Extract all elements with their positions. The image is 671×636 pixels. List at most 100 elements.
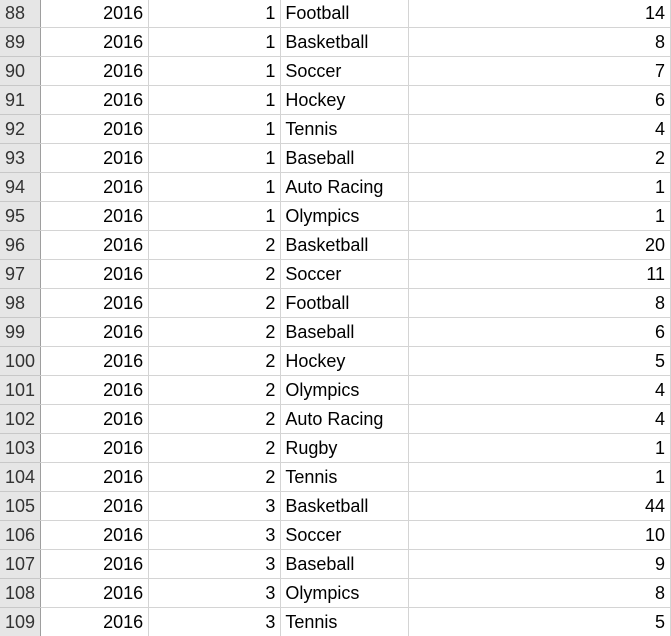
cell-rank[interactable]: 2 [148,346,282,376]
row-header[interactable]: 102 [0,404,42,434]
cell-sport[interactable]: Auto Racing [280,404,409,434]
cell-sport[interactable]: Baseball [280,317,409,347]
cell-count[interactable]: 11 [408,259,671,289]
cell-sport[interactable]: Tennis [280,607,409,636]
cell-sport[interactable]: Olympics [280,375,409,405]
cell-count[interactable]: 8 [408,578,671,608]
cell-count[interactable]: 5 [408,607,671,636]
cell-rank[interactable]: 1 [148,201,282,231]
row-header[interactable]: 103 [0,433,42,463]
row-header[interactable]: 109 [0,607,42,636]
cell-count[interactable]: 1 [408,462,671,492]
cell-rank[interactable]: 3 [148,578,282,608]
cell-year[interactable]: 2016 [40,578,150,608]
cell-rank[interactable]: 3 [148,491,282,521]
cell-sport[interactable]: Baseball [280,549,409,579]
cell-sport[interactable]: Hockey [280,346,409,376]
cell-year[interactable]: 2016 [40,201,150,231]
cell-rank[interactable]: 3 [148,520,282,550]
row-header[interactable]: 89 [0,27,42,57]
cell-year[interactable]: 2016 [40,549,150,579]
cell-rank[interactable]: 3 [148,607,282,636]
row-header[interactable]: 106 [0,520,42,550]
cell-rank[interactable]: 3 [148,549,282,579]
cell-year[interactable]: 2016 [40,317,150,347]
cell-count[interactable]: 4 [408,404,671,434]
cell-year[interactable]: 2016 [40,172,150,202]
cell-count[interactable]: 1 [408,433,671,463]
cell-count[interactable]: 10 [408,520,671,550]
cell-rank[interactable]: 2 [148,433,282,463]
cell-year[interactable]: 2016 [40,230,150,260]
cell-rank[interactable]: 1 [148,0,282,28]
row-header[interactable]: 97 [0,259,42,289]
cell-rank[interactable]: 2 [148,404,282,434]
cell-count[interactable]: 14 [408,0,671,28]
row-header[interactable]: 100 [0,346,42,376]
cell-year[interactable]: 2016 [40,27,150,57]
cell-sport[interactable]: Olympics [280,201,409,231]
cell-count[interactable]: 7 [408,56,671,86]
cell-year[interactable]: 2016 [40,288,150,318]
cell-year[interactable]: 2016 [40,346,150,376]
cell-count[interactable]: 44 [408,491,671,521]
cell-sport[interactable]: Rugby [280,433,409,463]
cell-count[interactable]: 2 [408,143,671,173]
cell-rank[interactable]: 2 [148,230,282,260]
cell-year[interactable]: 2016 [40,491,150,521]
cell-year[interactable]: 2016 [40,259,150,289]
cell-year[interactable]: 2016 [40,114,150,144]
cell-sport[interactable]: Tennis [280,462,409,492]
cell-sport[interactable]: Tennis [280,114,409,144]
row-header[interactable]: 88 [0,0,42,28]
cell-year[interactable]: 2016 [40,433,150,463]
cell-sport[interactable]: Hockey [280,85,409,115]
cell-count[interactable]: 8 [408,288,671,318]
cell-count[interactable]: 4 [408,375,671,405]
cell-year[interactable]: 2016 [40,607,150,636]
cell-rank[interactable]: 2 [148,288,282,318]
cell-rank[interactable]: 1 [148,85,282,115]
cell-rank[interactable]: 2 [148,317,282,347]
cell-sport[interactable]: Baseball [280,143,409,173]
cell-rank[interactable]: 1 [148,172,282,202]
cell-rank[interactable]: 2 [148,462,282,492]
cell-sport[interactable]: Basketball [280,491,409,521]
cell-count[interactable]: 4 [408,114,671,144]
row-header[interactable]: 94 [0,172,42,202]
cell-sport[interactable]: Soccer [280,520,409,550]
cell-count[interactable]: 1 [408,172,671,202]
cell-sport[interactable]: Basketball [280,230,409,260]
cell-count[interactable]: 5 [408,346,671,376]
row-header[interactable]: 96 [0,230,42,260]
cell-year[interactable]: 2016 [40,375,150,405]
cell-sport[interactable]: Basketball [280,27,409,57]
row-header[interactable]: 92 [0,114,42,144]
row-header[interactable]: 101 [0,375,42,405]
row-header[interactable]: 105 [0,491,42,521]
cell-count[interactable]: 8 [408,27,671,57]
row-header[interactable]: 93 [0,143,42,173]
cell-count[interactable]: 1 [408,201,671,231]
cell-rank[interactable]: 1 [148,27,282,57]
row-header[interactable]: 98 [0,288,42,318]
cell-year[interactable]: 2016 [40,462,150,492]
cell-sport[interactable]: Football [280,0,409,28]
cell-rank[interactable]: 2 [148,259,282,289]
cell-year[interactable]: 2016 [40,520,150,550]
cell-year[interactable]: 2016 [40,0,150,28]
cell-sport[interactable]: Soccer [280,56,409,86]
cell-year[interactable]: 2016 [40,143,150,173]
cell-count[interactable]: 20 [408,230,671,260]
cell-count[interactable]: 6 [408,317,671,347]
cell-year[interactable]: 2016 [40,404,150,434]
cell-rank[interactable]: 1 [148,114,282,144]
row-header[interactable]: 95 [0,201,42,231]
cell-year[interactable]: 2016 [40,56,150,86]
cell-count[interactable]: 6 [408,85,671,115]
cell-sport[interactable]: Football [280,288,409,318]
row-header[interactable]: 107 [0,549,42,579]
cell-sport[interactable]: Soccer [280,259,409,289]
cell-rank[interactable]: 1 [148,143,282,173]
row-header[interactable]: 104 [0,462,42,492]
